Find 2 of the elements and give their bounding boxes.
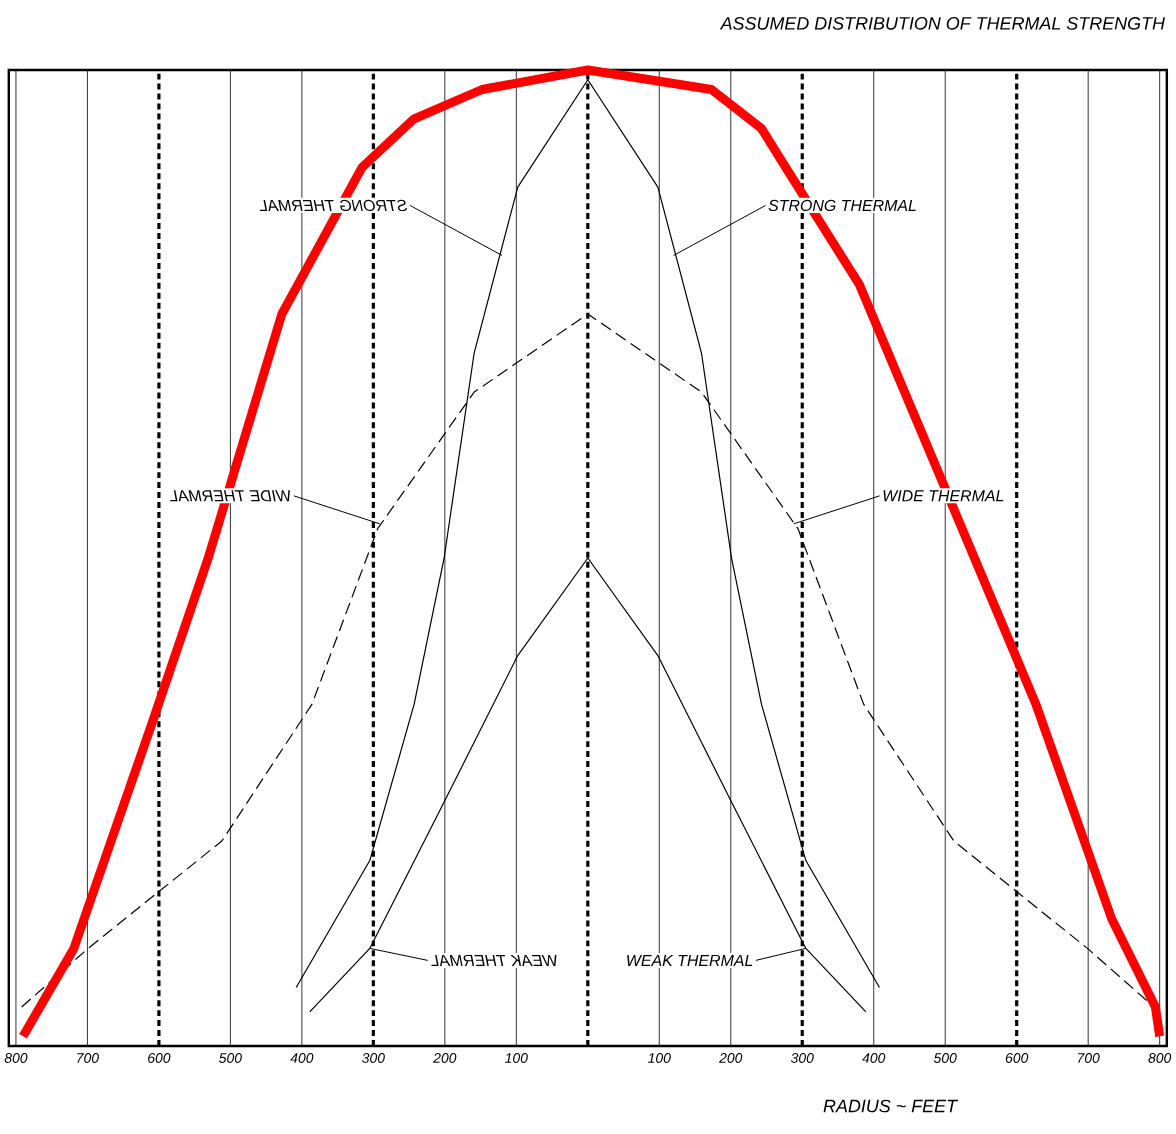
chart-title: ASSUMED DISTRIBUTION OF THERMAL STRENGTH [719,17,1165,30]
x-axis-title: RADIUS ~ FEET [823,1099,959,1113]
